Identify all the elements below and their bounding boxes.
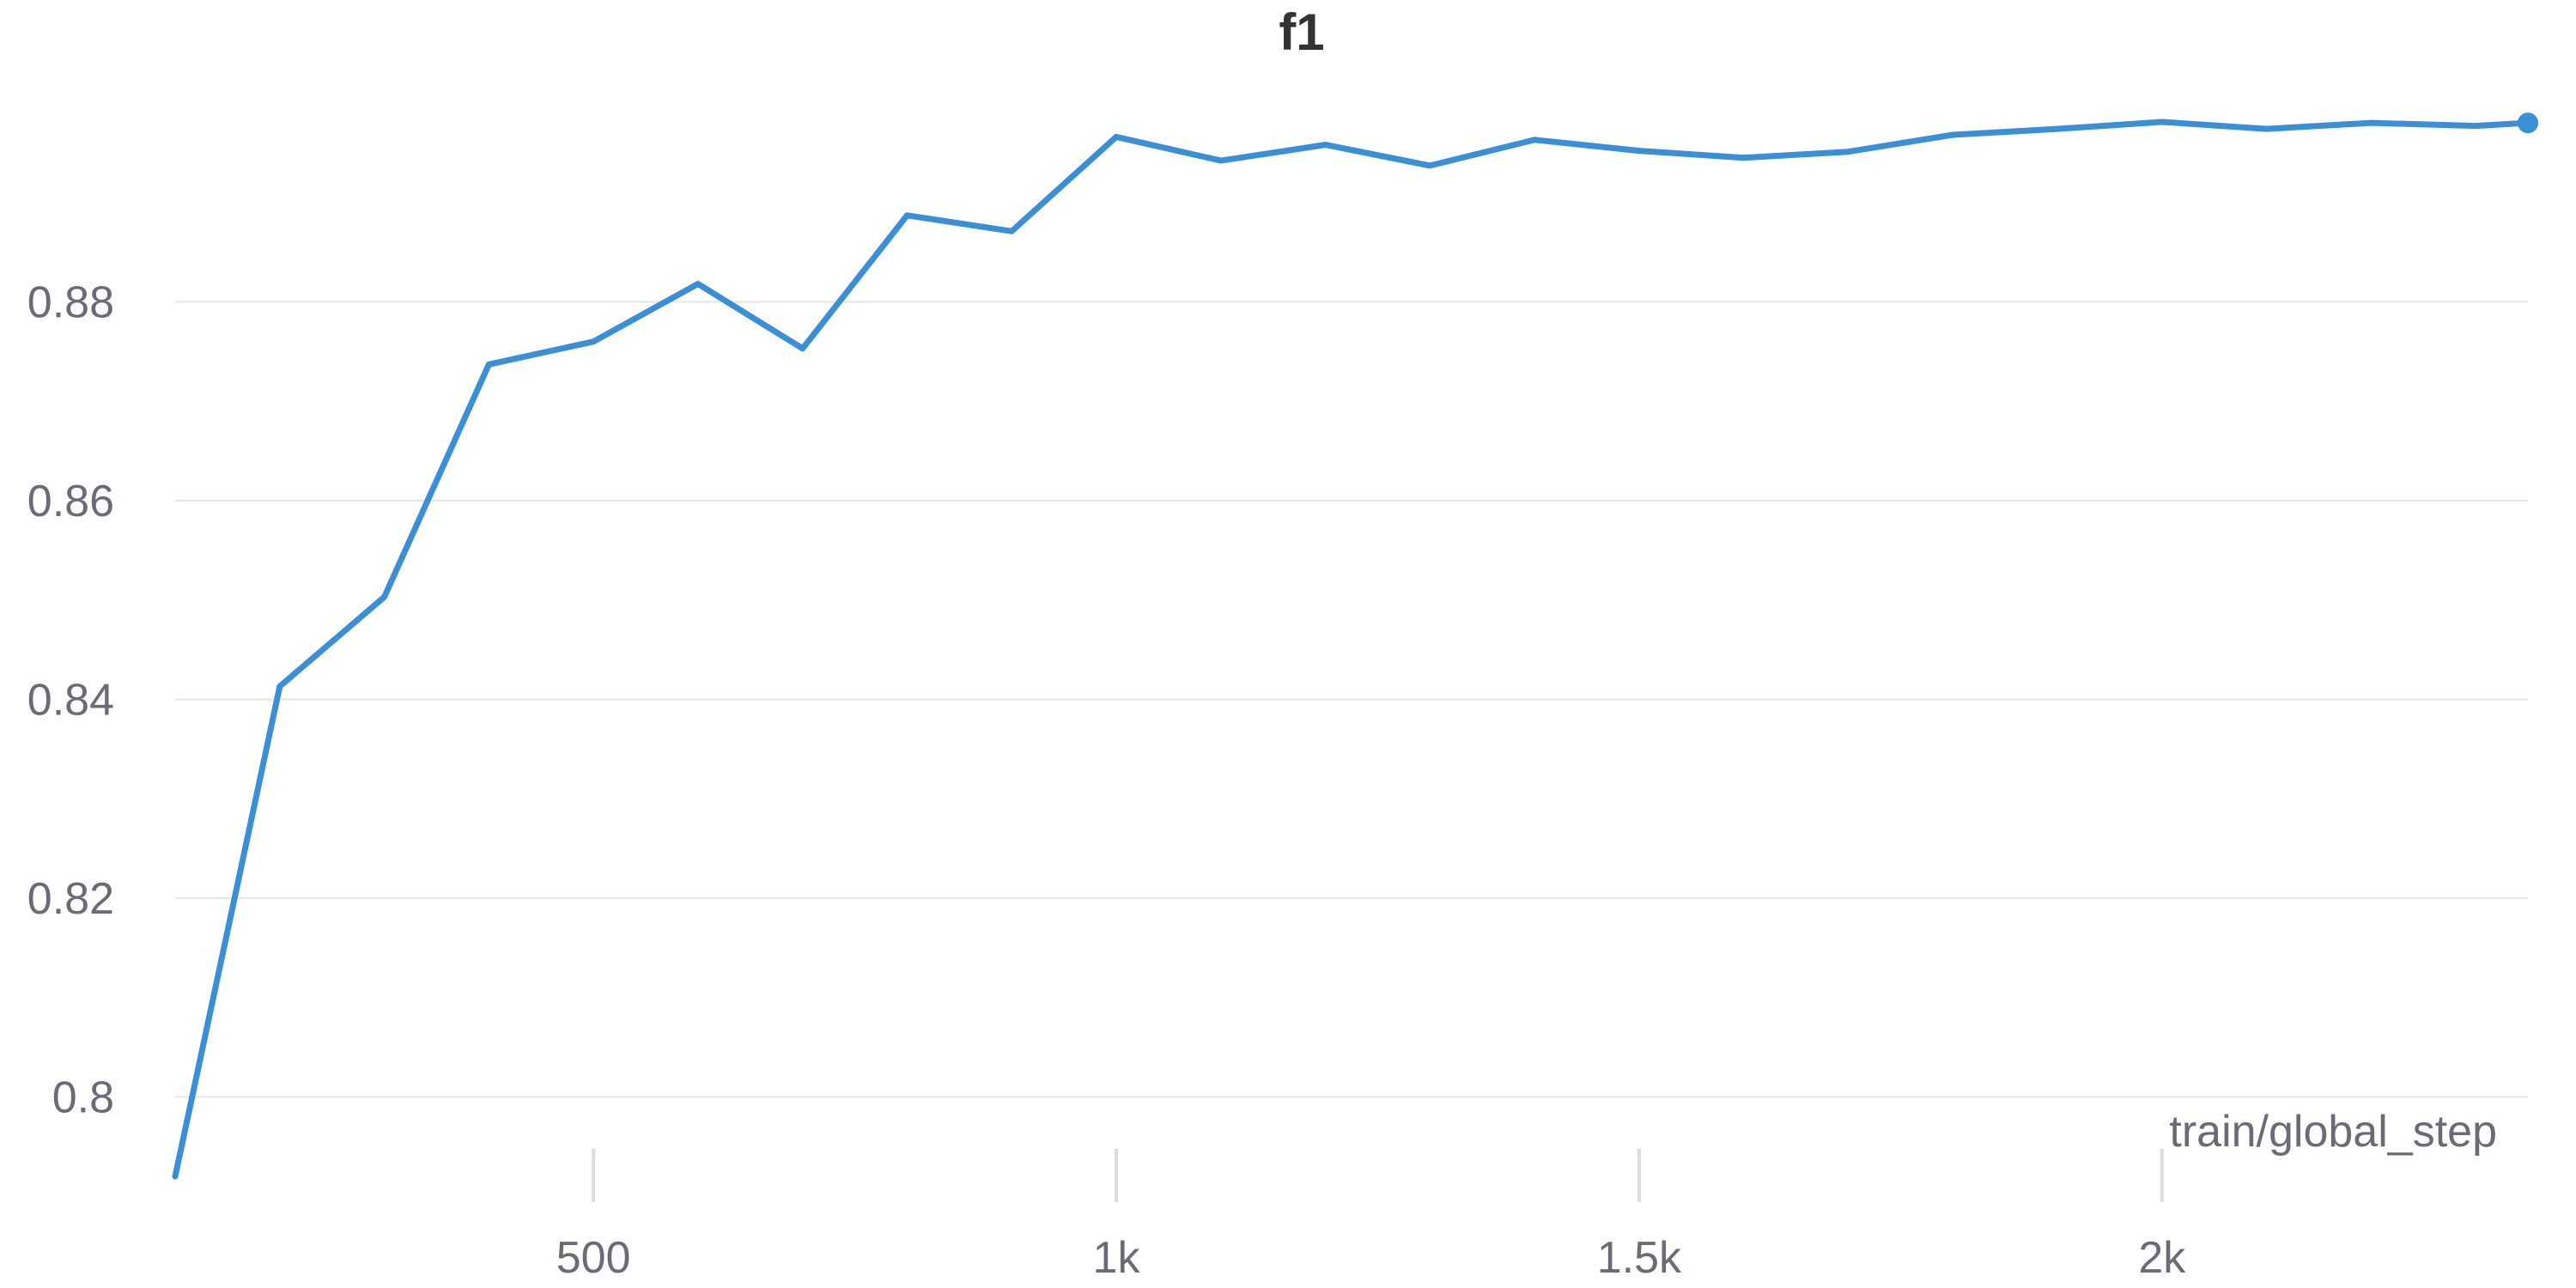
chart-title: f1 [1279,3,1324,61]
series-layer [172,112,2538,1180]
x-tick-label-2: 1.5k [1597,1233,1682,1283]
series-line-0 [172,118,2531,1180]
y-axis-tick-labels: 0.8 0.82 0.84 0.86 0.88 [27,277,114,1122]
y-tick-label-3: 0.86 [27,477,114,526]
y-tick-label-1: 0.82 [27,874,114,924]
y-tick-label-0: 0.8 [52,1072,114,1122]
x-axis-ticks: 500 1k 1.5k 2k [556,1149,2186,1283]
x-axis-label: train/global_step [2169,1107,2497,1157]
x-tick-label-0: 500 [556,1233,631,1283]
y-tick-label-4: 0.88 [27,277,114,327]
y-gridlines [175,301,2528,1098]
x-tick-label-3: 2k [2138,1233,2186,1283]
x-tick-label-1: 1k [1093,1233,1141,1283]
y-tick-label-2: 0.84 [27,675,114,725]
series-end-point-0[interactable] [2518,112,2538,134]
